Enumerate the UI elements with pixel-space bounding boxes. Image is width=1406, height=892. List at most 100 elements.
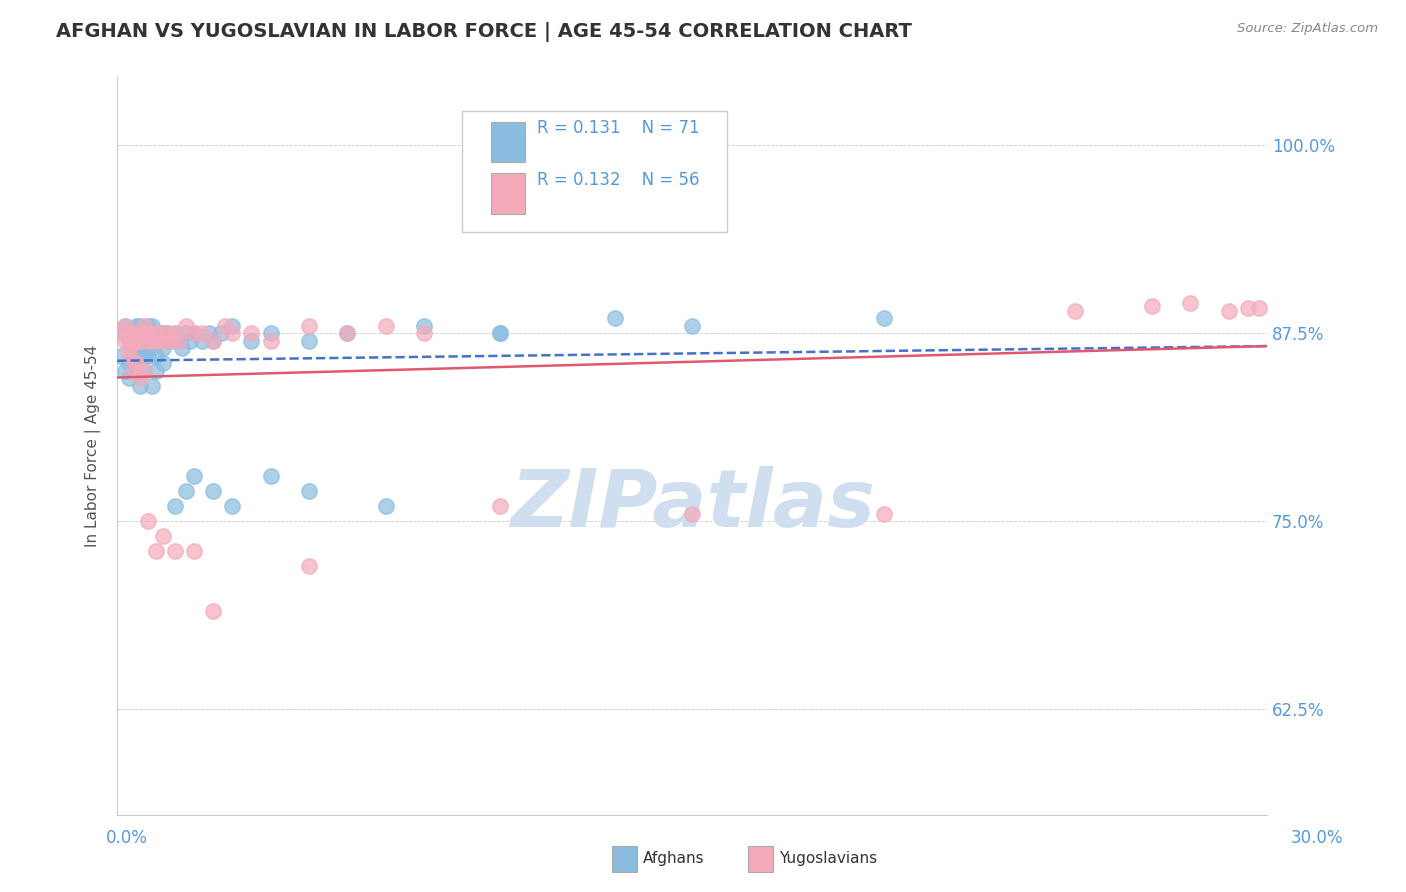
Point	[114, 364, 136, 378]
Point	[110, 326, 132, 341]
Point	[136, 326, 159, 341]
Point	[221, 318, 243, 333]
Point	[160, 334, 183, 348]
Point	[240, 326, 263, 341]
Point	[167, 334, 190, 348]
Point	[132, 349, 155, 363]
Point	[141, 334, 163, 348]
Point	[132, 318, 155, 333]
Text: R = 0.131    N = 71: R = 0.131 N = 71	[537, 120, 700, 137]
Point	[179, 334, 201, 348]
Point	[163, 544, 186, 558]
Point	[110, 349, 132, 363]
Point	[1249, 301, 1271, 315]
Point	[374, 318, 396, 333]
Point	[129, 371, 152, 385]
Point	[198, 326, 221, 341]
Point	[121, 356, 143, 370]
Point	[132, 326, 155, 341]
Point	[152, 529, 174, 543]
Point	[172, 341, 194, 355]
Point	[136, 349, 159, 363]
Point	[1140, 299, 1163, 313]
Point	[114, 318, 136, 333]
Point	[125, 326, 148, 341]
Point	[141, 334, 163, 348]
Point	[336, 326, 359, 341]
Point	[152, 356, 174, 370]
Point	[136, 514, 159, 528]
Point	[221, 326, 243, 341]
Point	[202, 334, 225, 348]
Point	[873, 311, 896, 326]
Point	[132, 326, 155, 341]
Point	[145, 364, 167, 378]
Point	[141, 379, 163, 393]
Point	[152, 334, 174, 348]
Point	[118, 326, 141, 341]
Point	[118, 371, 141, 385]
Point	[167, 334, 190, 348]
Point	[259, 334, 281, 348]
Point	[145, 334, 167, 348]
Point	[132, 334, 155, 348]
Point	[221, 499, 243, 513]
Point	[121, 334, 143, 348]
Point	[174, 318, 197, 333]
Point	[681, 507, 703, 521]
Point	[125, 326, 148, 341]
Text: 30.0%: 30.0%	[1291, 829, 1343, 847]
FancyBboxPatch shape	[491, 173, 526, 214]
Point	[136, 334, 159, 348]
Point	[136, 318, 159, 333]
Point	[412, 326, 434, 341]
Point	[163, 499, 186, 513]
Point	[1064, 303, 1087, 318]
Point	[374, 499, 396, 513]
Point	[259, 326, 281, 341]
Point	[132, 364, 155, 378]
Point	[152, 326, 174, 341]
Text: Afghans: Afghans	[643, 852, 704, 866]
Point	[118, 356, 141, 370]
Point	[145, 544, 167, 558]
Point	[214, 318, 236, 333]
Point	[114, 334, 136, 348]
Point	[129, 349, 152, 363]
Y-axis label: In Labor Force | Age 45-54: In Labor Force | Age 45-54	[86, 345, 101, 547]
Point	[121, 341, 143, 355]
Point	[129, 379, 152, 393]
Point	[605, 311, 627, 326]
Point	[240, 334, 263, 348]
Point	[298, 559, 321, 574]
Text: 0.0%: 0.0%	[105, 829, 148, 847]
Point	[174, 484, 197, 499]
Point	[336, 326, 359, 341]
Point	[148, 326, 170, 341]
Point	[125, 318, 148, 333]
Point	[132, 364, 155, 378]
FancyBboxPatch shape	[491, 121, 526, 162]
Point	[129, 318, 152, 333]
Point	[145, 334, 167, 348]
Point	[681, 318, 703, 333]
Point	[160, 334, 183, 348]
Point	[152, 341, 174, 355]
Point	[156, 326, 179, 341]
Text: Yugoslavians: Yugoslavians	[779, 852, 877, 866]
Point	[156, 326, 179, 341]
Point	[145, 326, 167, 341]
Point	[136, 326, 159, 341]
Text: AFGHAN VS YUGOSLAVIAN IN LABOR FORCE | AGE 45-54 CORRELATION CHART: AFGHAN VS YUGOSLAVIAN IN LABOR FORCE | A…	[56, 22, 912, 42]
Point	[125, 356, 148, 370]
Point	[174, 326, 197, 341]
Point	[202, 605, 225, 619]
Point	[298, 484, 321, 499]
Text: ZIPatlas: ZIPatlas	[509, 466, 875, 544]
Point	[121, 326, 143, 341]
Point	[489, 499, 512, 513]
Point	[190, 334, 212, 348]
Point	[209, 326, 232, 341]
Point	[412, 318, 434, 333]
FancyBboxPatch shape	[463, 111, 727, 232]
